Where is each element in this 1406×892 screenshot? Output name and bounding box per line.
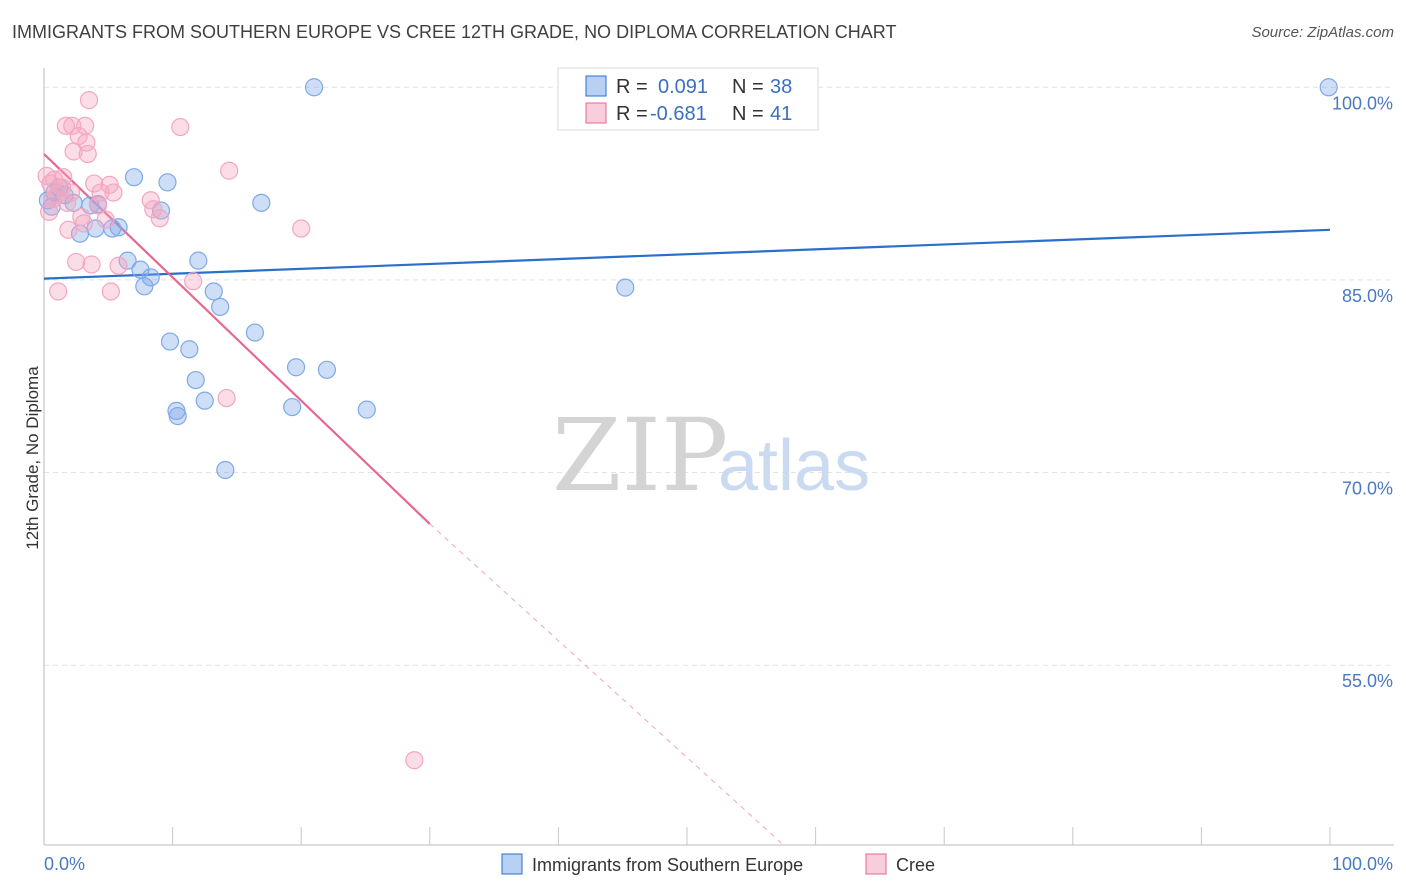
watermark-zip: ZIP bbox=[552, 397, 728, 514]
point-cree-32 bbox=[171, 117, 190, 137]
point-cree-29 bbox=[109, 256, 128, 275]
point-cree-28 bbox=[104, 183, 123, 202]
point-immigrants-11 bbox=[124, 168, 144, 187]
legend-r-value-immigrants: 0.091 bbox=[658, 76, 708, 98]
point-immigrants-10 bbox=[118, 251, 137, 270]
legend-n-label-cree: N = bbox=[732, 103, 764, 125]
point-immigrants-29 bbox=[283, 397, 302, 417]
series-legend-swatch-immigrants bbox=[501, 853, 523, 875]
legend-box: R = 0.091 N = 38 R = -0.681 N = 41 bbox=[557, 67, 819, 131]
point-immigrants-14 bbox=[141, 268, 160, 287]
point-immigrants-30 bbox=[286, 358, 306, 377]
point-cree-10 bbox=[61, 183, 81, 202]
legend-r-label-immigrants: R = bbox=[616, 76, 648, 98]
legend-n-value-cree: 41 bbox=[770, 103, 792, 125]
x-tick-labels: 0.0% 100.0% bbox=[44, 854, 1393, 874]
point-cree-13 bbox=[67, 252, 86, 272]
trendline-immigrants bbox=[43, 228, 1331, 280]
y-tick-label-1: 85.0% bbox=[1342, 286, 1393, 306]
point-cree-9 bbox=[59, 220, 78, 239]
point-immigrants-35 bbox=[1319, 78, 1338, 97]
point-cree-36 bbox=[292, 219, 311, 238]
point-cree-17 bbox=[76, 116, 95, 135]
point-immigrants-26 bbox=[216, 460, 235, 480]
point-immigrants-27 bbox=[245, 323, 265, 342]
legend-swatch-immigrants bbox=[585, 75, 607, 97]
point-cree-37 bbox=[405, 751, 424, 770]
point-immigrants-24 bbox=[204, 282, 223, 301]
point-immigrants-28 bbox=[252, 193, 271, 212]
watermark: ZIP atlas bbox=[552, 397, 870, 514]
point-immigrants-19 bbox=[168, 406, 187, 426]
trendline-dashed-cree bbox=[429, 523, 784, 846]
series-legend-swatch-cree bbox=[865, 853, 887, 875]
legend-r-label-cree: R = bbox=[616, 103, 648, 125]
y-tick-labels: 100.0% 85.0% 70.0% 55.0% bbox=[1332, 93, 1393, 691]
point-immigrants-23 bbox=[195, 391, 214, 410]
point-cree-35 bbox=[220, 161, 239, 180]
legend-n-value-immigrants: 38 bbox=[770, 76, 792, 98]
point-cree-18 bbox=[77, 133, 96, 152]
point-cree-40 bbox=[150, 209, 169, 228]
point-immigrants-37 bbox=[86, 219, 105, 238]
point-immigrants-33 bbox=[357, 400, 376, 419]
point-immigrants-20 bbox=[180, 340, 199, 359]
point-immigrants-13 bbox=[135, 277, 154, 296]
points-layer bbox=[37, 78, 1338, 770]
watermark-atlas: atlas bbox=[718, 426, 870, 506]
legend-n-label-immigrants: N = bbox=[732, 76, 764, 98]
point-cree-20 bbox=[79, 91, 99, 110]
y-tick-label-2: 70.0% bbox=[1342, 479, 1393, 499]
y-tick-label-3: 55.0% bbox=[1342, 671, 1393, 691]
legend-r-value-cree: -0.681 bbox=[650, 103, 707, 125]
x-tick-label-0: 0.0% bbox=[44, 854, 85, 874]
point-immigrants-22 bbox=[189, 251, 208, 270]
x-tick-label-1: 100.0% bbox=[1332, 854, 1393, 874]
series-legend-label-immigrants: Immigrants from Southern Europe bbox=[532, 855, 803, 875]
point-cree-33 bbox=[184, 272, 203, 291]
legend-swatch-cree bbox=[585, 102, 607, 124]
point-cree-27 bbox=[101, 282, 120, 301]
series-legend: Immigrants from Southern Europe Cree bbox=[501, 853, 935, 875]
point-immigrants-17 bbox=[160, 332, 180, 351]
point-cree-25 bbox=[96, 210, 115, 229]
point-cree-21 bbox=[82, 255, 101, 274]
point-cree-16 bbox=[74, 214, 93, 233]
point-cree-19 bbox=[78, 144, 97, 164]
point-cree-8 bbox=[56, 116, 75, 135]
point-cree-39 bbox=[58, 193, 77, 212]
point-immigrants-32 bbox=[317, 360, 337, 379]
point-cree-38 bbox=[41, 174, 60, 193]
series-legend-label-cree: Cree bbox=[896, 855, 935, 875]
y-axis-label: 12th Grade, No Diploma bbox=[23, 366, 42, 550]
point-immigrants-34 bbox=[616, 278, 635, 297]
point-cree-34 bbox=[217, 388, 236, 408]
point-immigrants-21 bbox=[186, 370, 205, 390]
point-cree-31 bbox=[144, 200, 163, 219]
point-cree-11 bbox=[63, 116, 82, 135]
trend-layer bbox=[43, 153, 1331, 846]
point-immigrants-25 bbox=[211, 297, 230, 316]
point-immigrants-16 bbox=[158, 173, 177, 192]
point-cree-22 bbox=[85, 174, 104, 193]
point-cree-5 bbox=[49, 282, 68, 301]
y-tick-label-0: 100.0% bbox=[1332, 93, 1393, 113]
chart-title: IMMIGRANTS FROM SOUTHERN EUROPE VS CREE … bbox=[12, 22, 897, 42]
point-immigrants-31 bbox=[304, 78, 324, 97]
trendline-cree bbox=[43, 153, 431, 525]
chart-source: Source: ZipAtlas.com bbox=[1251, 24, 1394, 41]
axis-layer bbox=[43, 68, 1394, 846]
